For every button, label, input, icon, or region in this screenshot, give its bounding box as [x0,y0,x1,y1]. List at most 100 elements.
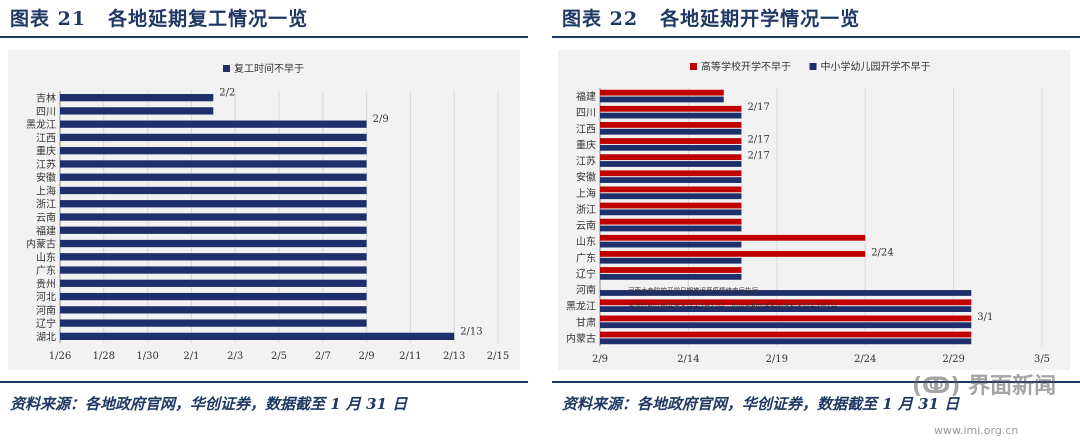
fig22-category-label: 广东 [576,251,596,264]
figure-22-panel: 图表 22 各地延期开学情况一览 2/9 2/14 2/19 2/24 2/29 3/5 福建… [552,0,1080,443]
fig21-category-label: 贵州 [36,277,56,290]
fig22-bar-series-1 [600,112,742,119]
fig22-annotation: 黑龙江幼儿园开学不早于2月17日，中小学和中等职业学校不早于3月1日 [628,302,837,311]
fig22-category-label: 上海 [576,187,596,200]
fig22-x-tick-label: 2/9 [592,354,608,365]
figure-22-title-text: 各地延期开学情况一览 [660,8,861,30]
fig22-bar-series-0 [600,170,742,177]
fig22-bar-series-0 [600,122,742,128]
fig21-category-label: 重庆 [36,145,56,158]
fig21-bar-series [60,93,214,102]
fig22-x-tick-label: 3/5 [1034,354,1050,365]
fig21-bar-series [60,306,367,314]
fig21-category-label: 吉林 [36,92,56,105]
figure-21-top-rule [0,36,528,38]
fig22-x-tick-label: 2/14 [677,354,699,365]
fig22-bar-series-1 [600,241,742,248]
fig22-category-label: 江西 [576,123,596,135]
fig22-annotation: 河南大专院校开学日期推迟至疫情结束后执行 [628,286,759,295]
fig21-x-tick-label: 1/30 [136,351,158,362]
fig22-data-label: 2/17 [747,102,769,113]
fig22-category-label: 重庆 [576,138,596,151]
fig21-category-label: 安徽 [36,171,56,184]
fig22-bar-series-0 [600,331,972,338]
fig21-category-label: 湖北 [36,331,56,343]
fig21-bar-series [60,147,367,155]
fig21-legend-swatch [223,65,230,72]
fig22-legend-swatch [690,63,697,70]
fig22-legend-label: 中小学幼儿园开学不早于 [821,60,931,73]
figure-22-top-rule [552,36,1080,38]
fig22-bar-series-1 [600,225,742,232]
fig22-bar-series-1 [600,161,742,167]
fig21-bar-series [60,107,214,115]
fig22-bar-series-0 [600,267,742,273]
fig22-legend-label: 高等学校开学不早于 [701,60,791,73]
fig22-bar-series-1 [600,290,972,296]
fig22-category-label: 四川 [576,108,596,119]
fig22-bar-series-0 [600,299,972,306]
fig22-bar-series-1 [600,273,742,280]
fig22-data-label: 3/1 [977,312,993,323]
fig21-bar-series [60,186,367,195]
fig21-bar-series [60,200,367,208]
fig21-x-tick-label: 2/7 [315,351,331,362]
figure-22-chart-svg: 2/9 2/14 2/19 2/24 2/29 3/5 福建四川江西重庆江苏安徽上海浙江云南… [566,60,1050,365]
fig22-bar-series-0 [600,89,724,96]
fig22-bar-series-0 [600,105,742,112]
fig21-bar-series [60,239,367,248]
figure-21-source: 资料来源：各地政府官网，华创证券，数据截至 1 月 31 日 [10,395,408,413]
fig22-bar-series-0 [600,234,866,241]
fig21-x-tick-label: 1/28 [93,351,115,362]
fig22-category-label: 云南 [576,219,596,232]
figure-21-title: 图表 21 各地延期复工情况一览 [10,4,308,31]
fig21-bar-series [60,266,367,274]
fig21-category-label: 黑龙江 [26,118,56,131]
fig21-category-label: 山东 [36,251,56,264]
figure-22-source: 资料来源：各地政府官网，华创证券，数据截至 1 月 31 日 [562,395,960,413]
fig21-category-label: 浙江 [36,199,56,211]
figure-21-panel: 图表 21 各地延期复工情况一览 1/26 1/28 1/30 2/1 2/3 2/5 2/7… [0,0,528,443]
fig22-category-label: 辽宁 [576,267,596,280]
figure-21-bottom-rule [0,381,528,383]
watermark-url: www.imi.org.cn [934,424,1019,437]
figure-22-bottom-rule [552,381,1080,383]
fig21-x-tick-label: 2/1 [183,351,199,362]
fig21-data-label: 2/13 [460,326,482,337]
fig22-bar-series-1 [600,209,742,216]
fig22-category-label: 福建 [576,90,596,103]
fig22-bar-series-1 [600,96,724,103]
fig21-bar-series [60,173,367,181]
watermark-logo: (ↂ) 界面新闻 [912,374,1057,399]
fig21-x-tick-label: 2/11 [399,351,421,362]
fig21-category-label: 江苏 [36,158,56,171]
fig22-category-label: 河南 [576,284,596,297]
fig21-bar-series [60,292,367,301]
fig21-x-tick-label: 2/3 [227,351,243,362]
fig21-category-label: 上海 [36,184,56,197]
figure-21-title-text: 各地延期复工情况一览 [108,8,309,30]
fig22-bar-series-1 [600,257,742,264]
fig22-data-label: 2/24 [871,247,893,258]
fig21-category-label: 辽宁 [36,317,56,330]
fig21-category-label: 河北 [36,292,56,304]
fig21-bar-series [60,160,367,168]
figure-21-chart: 1/26 1/28 1/30 2/1 2/3 2/5 2/7 2/9 2/11 2/13 2/15 吉… [8,50,520,370]
fig22-bar-series-0 [600,186,742,193]
fig21-data-label: 2/2 [219,88,235,99]
fig21-x-tick-label: 2/13 [443,351,465,362]
fig22-x-tick-label: 2/19 [766,354,788,365]
fig21-category-label: 江西 [36,132,56,144]
fig22-category-label: 山东 [576,235,596,248]
fig21-bar-series [60,319,367,327]
fig22-legend-swatch [809,63,817,70]
fig22-bar-series-0 [600,202,742,209]
fig22-category-label: 内蒙古 [566,332,596,345]
fig22-bar-series-1 [600,144,742,151]
figure-22-title: 图表 22 各地延期开学情况一览 [562,4,860,31]
figure-22-number: 图表 22 [562,8,639,30]
fig22-bar-series-1 [600,128,742,135]
fig21-bar-series [60,253,367,261]
figure-22-chart: 2/9 2/14 2/19 2/24 2/29 3/5 福建 四川 江西 重庆 江苏 安徽 上海 浙江 云南… [558,50,1070,370]
fig21-bar-series [60,120,367,128]
